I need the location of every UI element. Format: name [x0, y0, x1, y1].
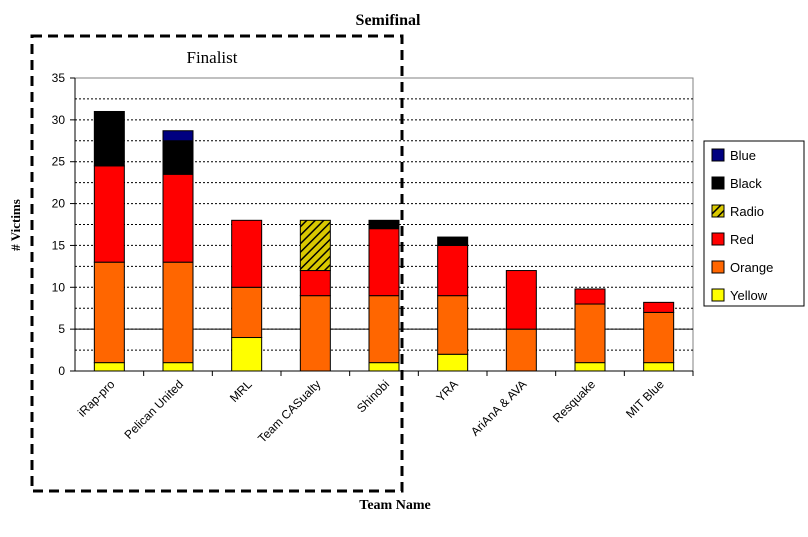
bar-segment-orange — [299, 295, 331, 372]
legend-swatch-yellow — [711, 288, 725, 302]
bar-segment-red — [368, 228, 400, 297]
legend-label-orange: Orange — [730, 260, 773, 275]
bar-segment-red — [231, 219, 263, 288]
bar-segment-orange — [231, 286, 263, 339]
legend-swatch-blue — [711, 148, 725, 162]
bar-segment-yellow — [574, 362, 606, 372]
legend-swatch-orange — [711, 260, 725, 274]
bar-segment-red — [299, 270, 331, 297]
legend-label-radio: Radio — [730, 204, 764, 219]
x-tick-label: Resquake — [550, 377, 598, 425]
bar-segment-red — [643, 301, 675, 313]
bar-segment-orange — [643, 311, 675, 364]
x-tick-label: MIT Blue — [623, 377, 667, 421]
bar-segment-black — [437, 236, 469, 246]
x-tick-label: YRA — [433, 377, 460, 404]
finalist-box — [30, 34, 404, 493]
legend-swatch-black — [711, 176, 725, 190]
legend-box — [703, 140, 805, 307]
bar-segment-orange — [162, 261, 194, 364]
x-tick-label: Shinobi — [354, 377, 392, 415]
y-tick-label: 25 — [52, 155, 66, 169]
bar-segment-orange — [437, 295, 469, 355]
bar-segment-radio — [299, 219, 331, 272]
bar-segment-red — [437, 244, 469, 297]
bar-segment-orange — [93, 261, 125, 364]
chart-title: Semifinal — [356, 12, 421, 29]
legend-swatch-red — [711, 232, 725, 246]
bar-segment-black — [162, 140, 194, 175]
bar-segment-red — [574, 288, 606, 305]
x-tick-label: MRL — [227, 377, 255, 405]
bar-segment-orange — [505, 328, 537, 372]
bar-segment-orange — [368, 295, 400, 364]
y-tick-label: 5 — [58, 322, 65, 336]
x-tick-label: Pelican United — [121, 377, 186, 442]
legend-label-yellow: Yellow — [730, 288, 768, 303]
finalist-label: Finalist — [186, 48, 237, 67]
y-tick-label: 30 — [52, 113, 66, 127]
bar-segment-yellow — [162, 362, 194, 372]
bar-segment-red — [162, 173, 194, 263]
bar-segment-yellow — [643, 362, 675, 372]
x-tick-label: Team CASualty — [255, 377, 323, 445]
legend-swatch-radio — [711, 204, 725, 218]
y-tick-label: 10 — [52, 280, 66, 294]
y-tick-label: 35 — [52, 71, 66, 85]
legend-label-red: Red — [730, 232, 754, 247]
y-axis-label: # Victims — [8, 199, 23, 251]
bars — [93, 110, 675, 372]
x-axis-label: Team Name — [359, 498, 430, 513]
bar-segment-yellow — [437, 353, 469, 372]
x-tick-label: iRap-pro — [75, 377, 118, 420]
bar-segment-yellow — [93, 362, 125, 372]
legend: Blue Black Radio Red Orange Yellow — [703, 140, 805, 307]
bar-segment-yellow — [368, 362, 400, 372]
bar-segment-red — [93, 165, 125, 263]
y-tick-label: 20 — [52, 197, 66, 211]
y-tick-label: 15 — [52, 238, 66, 252]
x-axis: iRap-pro Pelican United MRL Team CASualty Sh… — [75, 370, 694, 446]
bar-segment-red — [505, 270, 537, 330]
legend-label-black: Black — [730, 176, 762, 191]
bar-segment-black — [368, 219, 400, 230]
bar-segment-yellow — [231, 337, 263, 372]
legend-label-blue: Blue — [730, 148, 756, 163]
x-tick-label: AriAnA & AVA — [468, 377, 529, 438]
y-axis: 0 5 10 15 20 25 30 35 — [52, 71, 76, 378]
bar-segment-blue — [162, 130, 194, 142]
bar-segment-orange — [574, 303, 606, 364]
y-tick-label: 0 — [58, 364, 65, 378]
bar-segment-black — [93, 110, 125, 167]
